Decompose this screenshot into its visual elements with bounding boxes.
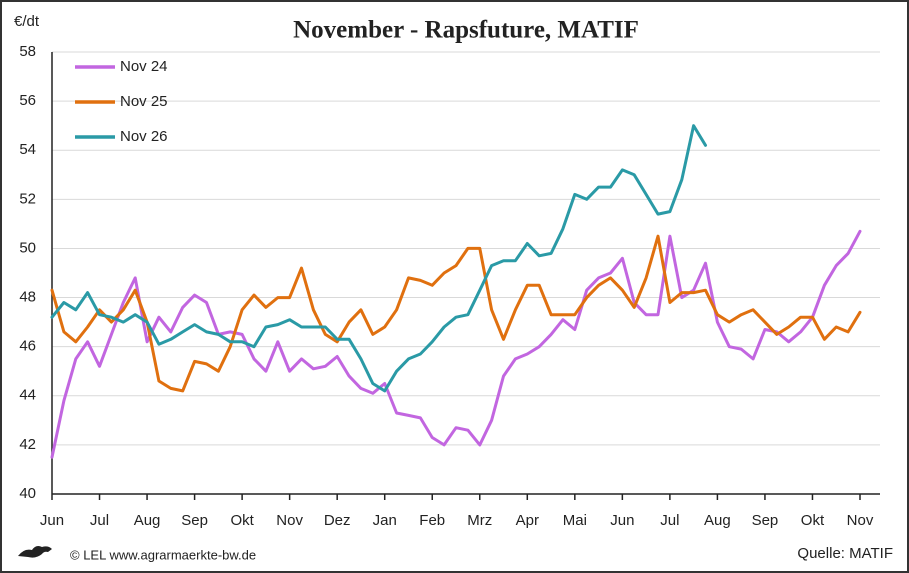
x-tick-label: Jul (660, 512, 679, 529)
logo-icon (18, 546, 52, 558)
legend-label: Nov 26 (120, 128, 168, 145)
x-tick-label: Jul (90, 512, 109, 529)
y-axis-label: €/dt (14, 13, 40, 30)
x-tick-label: Mai (563, 512, 587, 529)
x-tick-label: Nov (847, 512, 874, 529)
y-tick-label: 42 (19, 436, 36, 453)
x-tick-label: Jun (610, 512, 634, 529)
y-tick-label: 40 (19, 485, 36, 502)
series-line (50, 124, 707, 393)
y-tick-label: 44 (19, 387, 36, 404)
legend-label: Nov 24 (120, 58, 168, 75)
x-tick-label: Dez (324, 512, 351, 529)
y-tick-label: 56 (19, 92, 36, 109)
x-tick-label: Apr (516, 512, 539, 529)
x-tick-label: Mrz (467, 512, 492, 529)
x-tick-label: Aug (134, 512, 161, 529)
y-tick-label: 58 (19, 43, 36, 60)
y-tick-label: 50 (19, 239, 36, 256)
x-tick-label: Okt (230, 512, 254, 529)
x-tick-label: Aug (704, 512, 731, 529)
x-tick-label: Sep (181, 512, 208, 529)
legend-label: Nov 25 (120, 93, 168, 110)
chart-title: November - Rapsfuture, MATIF (293, 17, 639, 44)
logo (18, 546, 52, 558)
series-line (50, 234, 862, 393)
x-tick-label: Jan (373, 512, 397, 529)
x-tick-label: Feb (419, 512, 445, 529)
credit: © LEL www.agrarmaerkte-bw.de (70, 547, 256, 562)
y-tick-label: 52 (19, 190, 36, 207)
y-tick-label: 46 (19, 338, 36, 355)
x-tick-label: Jun (40, 512, 64, 529)
series-line (50, 229, 862, 459)
source: Quelle: MATIF (797, 545, 893, 562)
y-tick-label: 48 (19, 289, 36, 306)
x-tick-label: Nov (276, 512, 303, 529)
x-tick-label: Sep (752, 512, 779, 529)
x-tick-label: Okt (801, 512, 825, 529)
y-tick-label: 54 (19, 141, 36, 158)
